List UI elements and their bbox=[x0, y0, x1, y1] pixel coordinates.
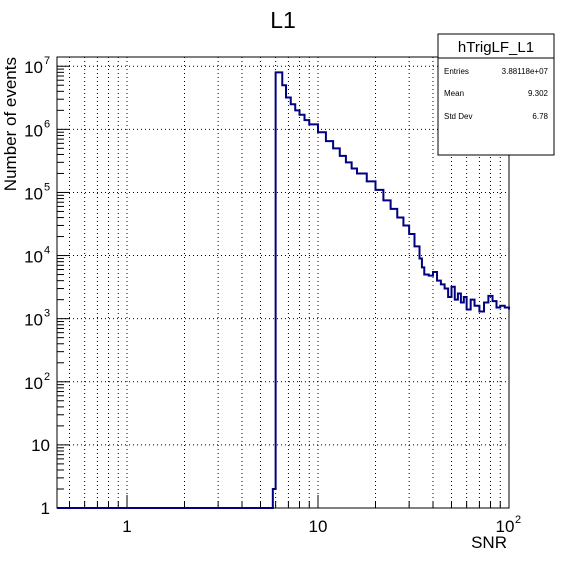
axis-ticks bbox=[57, 65, 510, 509]
x-tick-label: 10 bbox=[309, 517, 328, 536]
y-tick-exponent: 5 bbox=[44, 181, 50, 193]
chart-title: L1 bbox=[270, 7, 296, 33]
grid-lines bbox=[57, 57, 510, 509]
y-tick-exponent: 4 bbox=[44, 245, 50, 257]
stats-stddev-value: 6.78 bbox=[532, 112, 548, 121]
plot-frame bbox=[56, 56, 510, 509]
y-tick-exponent: 6 bbox=[44, 118, 50, 130]
y-tick-exponent: 2 bbox=[44, 371, 50, 383]
x-axis-label: SNR bbox=[471, 533, 507, 552]
y-tick-exponent: 7 bbox=[44, 55, 50, 67]
stats-entries-value: 3.88118e+07 bbox=[502, 67, 549, 76]
stats-box: hTrigLF_L1 Entries 3.88118e+07 Mean 9.30… bbox=[437, 33, 555, 156]
stats-box-frame bbox=[437, 33, 555, 156]
y-tick-label: 10 bbox=[24, 121, 43, 140]
stats-box-title: hTrigLF_L1 bbox=[458, 39, 534, 56]
x-tick-exponent: 2 bbox=[515, 514, 521, 526]
y-tick-label: 1 bbox=[41, 499, 50, 518]
y-tick-label: 10 bbox=[24, 374, 43, 393]
y-axis-label: Number of events bbox=[1, 57, 20, 191]
x-tick-label: 1 bbox=[122, 517, 131, 536]
stats-stddev-label: Std Dev bbox=[444, 112, 472, 121]
y-tick-label: 10 bbox=[24, 184, 43, 203]
stats-entries-label: Entries bbox=[444, 67, 469, 76]
y-tick-label: 10 bbox=[24, 58, 43, 77]
stats-mean-value: 9.302 bbox=[528, 89, 549, 98]
y-tick-label: 10 bbox=[24, 311, 43, 330]
stats-mean-label: Mean bbox=[444, 89, 464, 98]
series-line bbox=[57, 71, 510, 509]
y-tick-exponent: 3 bbox=[44, 308, 50, 320]
y-tick-label: 10 bbox=[31, 436, 50, 455]
x-tick-label: 10 bbox=[496, 517, 515, 536]
y-tick-label: 10 bbox=[24, 248, 43, 267]
